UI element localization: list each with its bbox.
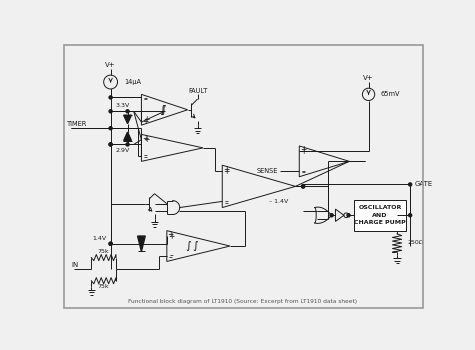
Text: ∫: ∫ bbox=[159, 105, 165, 115]
Text: –: – bbox=[224, 199, 228, 208]
Text: +: + bbox=[224, 167, 230, 176]
Text: V+: V+ bbox=[105, 62, 116, 68]
Text: +: + bbox=[300, 145, 306, 154]
Text: CHARGE PUMP: CHARGE PUMP bbox=[354, 220, 406, 225]
Text: OSCILLATOR: OSCILLATOR bbox=[359, 205, 402, 210]
Text: 75k: 75k bbox=[98, 284, 110, 289]
Text: +: + bbox=[223, 164, 229, 174]
Text: –: – bbox=[144, 152, 148, 160]
Text: V+: V+ bbox=[363, 75, 374, 81]
Text: +: + bbox=[143, 135, 149, 144]
Text: Functional block diagram of LT1910 (Source: Excerpt from LT1910 data sheet): Functional block diagram of LT1910 (Sour… bbox=[129, 299, 358, 304]
Text: 1.4V: 1.4V bbox=[93, 236, 107, 241]
Text: –: – bbox=[170, 252, 173, 260]
Circle shape bbox=[109, 242, 112, 245]
Circle shape bbox=[109, 143, 112, 146]
Text: 14μA: 14μA bbox=[124, 79, 142, 85]
Text: –: – bbox=[225, 197, 229, 206]
Circle shape bbox=[302, 185, 304, 188]
Text: +: + bbox=[301, 147, 307, 156]
Polygon shape bbox=[124, 115, 132, 124]
Text: IN: IN bbox=[71, 262, 78, 268]
Text: SENSE: SENSE bbox=[257, 168, 278, 174]
Circle shape bbox=[109, 242, 112, 245]
Circle shape bbox=[109, 143, 112, 146]
Text: 3.3V: 3.3V bbox=[116, 103, 130, 108]
Text: –: – bbox=[144, 95, 148, 104]
Text: +: + bbox=[142, 134, 149, 143]
Text: – 1.4V: – 1.4V bbox=[269, 199, 288, 204]
Text: GATE: GATE bbox=[415, 181, 433, 188]
Text: +: + bbox=[168, 230, 174, 239]
Circle shape bbox=[330, 214, 333, 217]
Text: –: – bbox=[301, 168, 305, 177]
Circle shape bbox=[126, 110, 129, 113]
Text: –: – bbox=[302, 167, 306, 176]
Text: –: – bbox=[143, 94, 147, 103]
Circle shape bbox=[109, 127, 112, 130]
Text: ∫: ∫ bbox=[160, 105, 166, 115]
Text: –: – bbox=[143, 153, 147, 162]
Text: AND: AND bbox=[372, 213, 388, 218]
Text: 250Ω: 250Ω bbox=[408, 240, 424, 245]
Circle shape bbox=[408, 214, 412, 217]
Circle shape bbox=[109, 110, 112, 113]
Text: –: – bbox=[169, 253, 172, 262]
Circle shape bbox=[126, 143, 129, 146]
Text: ∫: ∫ bbox=[186, 241, 191, 251]
Text: +: + bbox=[143, 115, 149, 124]
Text: +: + bbox=[142, 117, 149, 126]
Polygon shape bbox=[124, 132, 132, 141]
Text: TIMER: TIMER bbox=[66, 121, 87, 127]
Circle shape bbox=[109, 96, 112, 99]
Text: 65mV: 65mV bbox=[381, 91, 400, 97]
Text: FAULT: FAULT bbox=[188, 88, 207, 94]
Text: 75k: 75k bbox=[98, 249, 110, 254]
Bar bbox=[354, 200, 406, 231]
Polygon shape bbox=[138, 236, 145, 251]
Text: +: + bbox=[168, 232, 175, 240]
Circle shape bbox=[302, 185, 304, 188]
Text: 2.9V: 2.9V bbox=[116, 148, 130, 153]
Text: ∫: ∫ bbox=[192, 241, 198, 251]
Circle shape bbox=[347, 214, 350, 217]
Circle shape bbox=[408, 183, 412, 186]
